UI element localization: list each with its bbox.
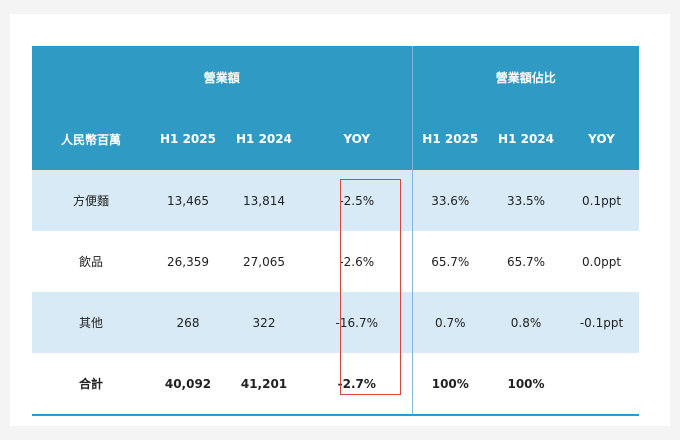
column-header-rev-h1-2025: H1 2025 [150, 108, 226, 170]
table-cell: 13,814 [226, 170, 302, 231]
table-cell: 33.6% [411, 170, 489, 231]
table-cell: 26,359 [150, 231, 226, 292]
table-cell: -2.6% [302, 231, 413, 292]
revenue-table: 營業額 營業額佔比 人民幣百萬 H1 2025 H1 2024 YOY H1 2… [32, 46, 640, 416]
table-row: 其他 268 322 -16.7% 0.7% 0.8% -0.1ppt [32, 292, 640, 353]
table-cell: -16.7% [302, 292, 413, 353]
table-cell: 268 [150, 292, 226, 353]
table-cell: -2.5% [302, 170, 413, 231]
row-label: 其他 [32, 292, 150, 353]
table-cell: 0.7% [411, 292, 489, 353]
table-cell: 0.8% [488, 292, 565, 353]
row-label: 飲品 [32, 231, 150, 292]
column-header-share-h1-2025: H1 2025 [411, 108, 489, 170]
table-cell: 41,201 [226, 353, 302, 416]
table-cell: 100% [488, 353, 565, 416]
table-cell: 65.7% [411, 231, 489, 292]
column-header-unit: 人民幣百萬 [32, 108, 150, 170]
group-header-revenue: 營業額 [32, 46, 413, 108]
table-cell: 27,065 [226, 231, 302, 292]
column-header-share-h1-2024: H1 2024 [488, 108, 565, 170]
table-cell: 0.0ppt [564, 231, 640, 292]
table-cell [564, 353, 640, 416]
row-label: 合計 [32, 353, 150, 416]
table-cell: 0.1ppt [564, 170, 640, 231]
column-header-share-yoy: YOY [564, 108, 640, 170]
table-row: 方便麵 13,465 13,814 -2.5% 33.6% 33.5% 0.1p… [32, 170, 640, 231]
table-cell: 100% [411, 353, 489, 416]
column-header-rev-yoy: YOY [302, 108, 413, 170]
table-row: 飲品 26,359 27,065 -2.6% 65.7% 65.7% 0.0pp… [32, 231, 640, 292]
table-cell: -0.1ppt [564, 292, 640, 353]
table-cell: -2.7% [302, 353, 413, 416]
column-header-rev-h1-2024: H1 2024 [226, 108, 302, 170]
table-row-total: 合計 40,092 41,201 -2.7% 100% 100% [32, 353, 640, 416]
table-cell: 40,092 [150, 353, 226, 416]
table-cell: 33.5% [488, 170, 565, 231]
group-header-share: 營業額佔比 [411, 46, 640, 108]
table-cell: 65.7% [488, 231, 565, 292]
row-label: 方便麵 [32, 170, 150, 231]
table-cell: 322 [226, 292, 302, 353]
table-cell: 13,465 [150, 170, 226, 231]
